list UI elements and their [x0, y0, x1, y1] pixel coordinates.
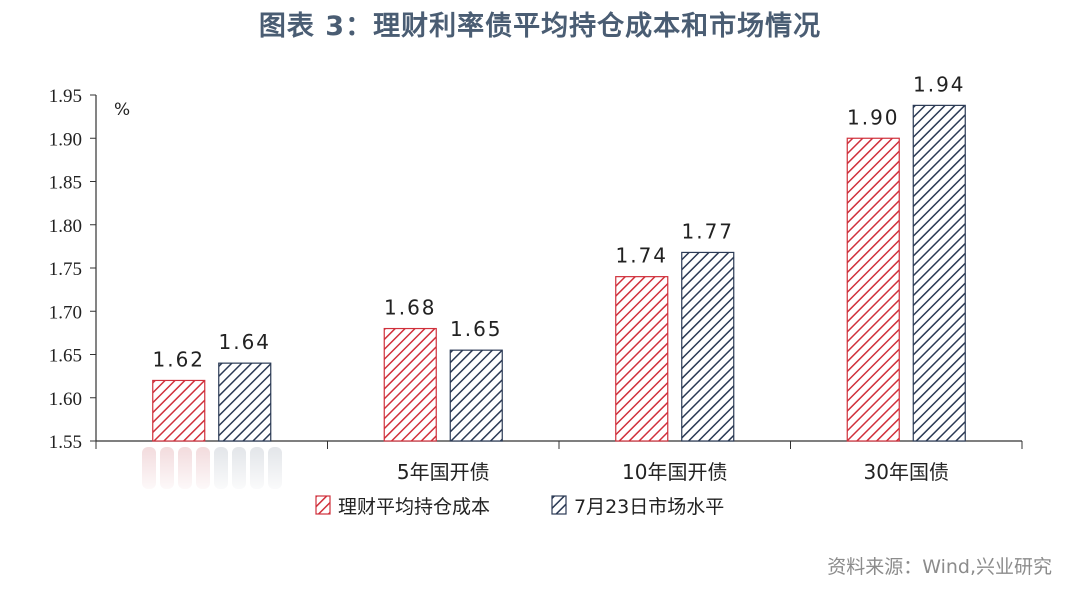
x-axis: 5年国开债 10年国开债 30年国债 [95, 440, 1023, 492]
y-axis: 1.55 1.60 1.65 1.70 1.75 1.80 1.85 1.90 1.95% [49, 86, 130, 453]
legend-swatch [315, 495, 331, 515]
data-label: 1.65 [450, 317, 503, 341]
obscured-category-label [138, 444, 292, 492]
bar-cost [152, 379, 206, 442]
y-tick-label: 1.90 [49, 129, 82, 150]
data-label: 1.74 [615, 244, 668, 268]
bar-market [449, 349, 503, 442]
y-tick-label: 1.95 [49, 86, 82, 107]
obscured-fade [138, 444, 292, 492]
y-tick-label: 1.70 [49, 302, 82, 323]
bar-market [912, 104, 966, 442]
bar-cost [615, 276, 669, 442]
data-label: 1.94 [913, 72, 966, 96]
data-label: 1.62 [152, 347, 205, 371]
data-label: 1.77 [681, 219, 734, 243]
legend-label: 理财平均持仓成本 [338, 496, 490, 518]
data-label: 1.68 [384, 296, 437, 320]
y-tick-label: 1.65 [49, 346, 82, 367]
y-tick-label: 1.75 [49, 259, 82, 280]
data-label: 1.90 [847, 105, 900, 129]
legend: 理财平均持仓成本 7月23日市场水平 [315, 495, 724, 518]
x-tick-label: 30年国债 [864, 460, 949, 484]
y-tick-label: 1.55 [49, 432, 82, 453]
legend-label: 7月23日市场水平 [574, 496, 724, 518]
bar-market [218, 362, 272, 442]
source-note: 资料来源：Wind,兴业研究 [827, 556, 1052, 578]
legend-swatch [551, 495, 567, 515]
chart-title: 图表 3：理财利率债平均持仓成本和市场情况 [258, 11, 822, 42]
bar-cost [846, 137, 900, 442]
y-tick-label: 1.60 [49, 389, 82, 410]
x-tick-label: 10年国开债 [622, 460, 727, 484]
y-tick-label: 1.80 [49, 216, 82, 237]
bar-cost [383, 327, 437, 442]
data-label: 1.64 [218, 330, 271, 354]
bar-market [681, 251, 735, 442]
data-labels: 1.62 1.64 1.68 1.65 1.74 1.77 1.90 1.94 [152, 72, 966, 371]
y-unit-label: % [114, 100, 130, 120]
x-tick-label: 5年国开债 [397, 460, 490, 484]
y-tick-label: 1.85 [49, 173, 82, 194]
bars [152, 104, 966, 442]
